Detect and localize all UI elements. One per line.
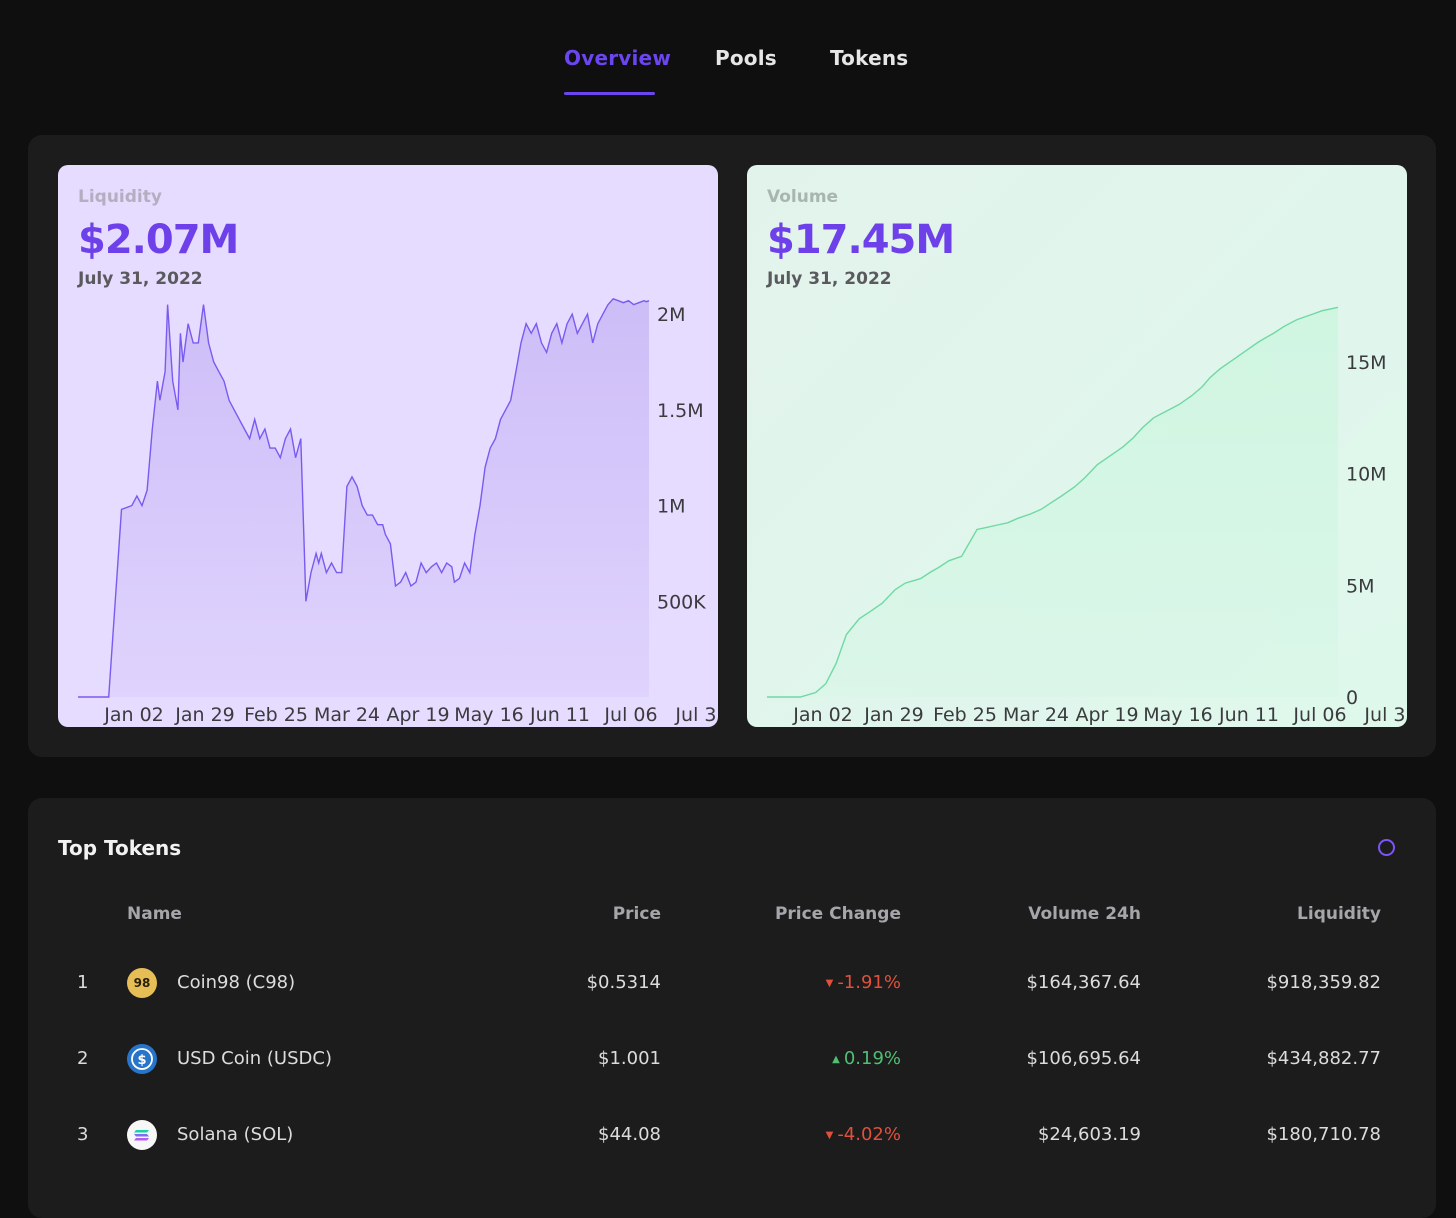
row-rank: 1 <box>77 972 89 993</box>
x-tick-label: Jul 31 <box>674 704 718 726</box>
tab-tokens[interactable]: Tokens <box>830 46 909 70</box>
tab-overview[interactable]: Overview <box>564 46 672 70</box>
x-tick-label: Feb 25 <box>244 704 308 726</box>
series-line <box>767 306 1339 698</box>
y-tick-label: 1.5M <box>657 400 704 422</box>
down-arrow-icon: ▼ <box>825 1130 834 1141</box>
change-value: -1.91% <box>837 972 901 993</box>
token-volume: $24,603.19 <box>1037 1124 1141 1145</box>
token-name[interactable]: USD Coin (USDC) <box>177 1048 332 1069</box>
x-tick-label: May 16 <box>454 704 524 726</box>
volume-card: 0 5M 10M 15M Jan 02 Jan 29 Feb 25 Mar 24 Apr 19 M… <box>747 165 1407 727</box>
x-tick-label: Jul 06 <box>1292 704 1346 726</box>
column-header-price[interactable]: Price <box>612 904 661 924</box>
x-tick-label: Feb 25 <box>933 704 997 726</box>
token-name[interactable]: Solana (SOL) <box>177 1124 294 1145</box>
x-tick-label: Jan 02 <box>103 704 164 726</box>
change-value: 0.19% <box>843 1048 901 1069</box>
top-nav: Overview Pools Tokens <box>0 0 1456 110</box>
token-price: $0.5314 <box>586 972 661 993</box>
x-tick-label: Apr 19 <box>1075 704 1138 726</box>
token-liquidity: $434,882.77 <box>1266 1048 1381 1069</box>
x-tick-label: Jan 29 <box>174 704 235 726</box>
row-rank: 3 <box>77 1124 89 1145</box>
token-price-change: ▲ 0.19% <box>701 1048 901 1069</box>
row-rank: 2 <box>77 1048 89 1069</box>
top-tokens-title: Top Tokens <box>58 836 182 860</box>
active-tab-indicator <box>564 92 655 95</box>
y-tick-label: 0 <box>1346 687 1358 709</box>
token-price: $1.001 <box>598 1048 661 1069</box>
token-price-change: ▼ -4.02% <box>701 1124 901 1145</box>
liquidity-date: July 31, 2022 <box>78 269 203 289</box>
tab-pools[interactable]: Pools <box>715 46 777 70</box>
token-price: $44.08 <box>598 1124 661 1145</box>
up-arrow-icon: ▲ <box>832 1054 840 1065</box>
token-volume: $164,367.64 <box>1026 972 1141 993</box>
usdc-icon: $ <box>127 1044 157 1074</box>
liquidity-chart: 500K 1M 1.5M 2M Jan 02 Jan 29 Feb 25 Mar 24 Apr … <box>78 297 718 726</box>
x-tick-label: Jun 11 <box>1218 704 1279 726</box>
y-tick-label: 5M <box>1346 575 1374 597</box>
volume-label: Volume <box>767 187 839 207</box>
down-arrow-icon: ▼ <box>825 978 834 989</box>
x-tick-label: Jul 06 <box>603 704 657 726</box>
loading-spinner-icon <box>1378 839 1395 856</box>
token-liquidity: $918,359.82 <box>1266 972 1381 993</box>
column-header-name[interactable]: Name <box>127 904 182 924</box>
solana-icon <box>127 1120 157 1150</box>
x-tick-label: Jan 02 <box>792 704 853 726</box>
token-name[interactable]: Coin98 (C98) <box>177 972 296 993</box>
y-tick-label: 15M <box>1346 352 1387 374</box>
coin98-icon: 98 <box>127 968 157 998</box>
x-tick-label: Jul 31 <box>1363 704 1407 726</box>
top-tokens-panel: Top Tokens Name Price Price Change Volum… <box>28 798 1436 1218</box>
x-tick-label: May 16 <box>1143 704 1213 726</box>
liquidity-value: $2.07M <box>78 217 239 263</box>
x-tick-label: Mar 24 <box>314 704 380 726</box>
volume-date: July 31, 2022 <box>767 269 892 289</box>
y-tick-label: 2M <box>657 304 685 326</box>
charts-panel: 500K 1M 1.5M 2M Jan 02 Jan 29 Feb 25 Mar 24 Apr … <box>28 135 1436 757</box>
volume-chart: 0 5M 10M 15M Jan 02 Jan 29 Feb 25 Mar 24 Apr 19 M… <box>767 306 1407 726</box>
x-tick-label: Apr 19 <box>386 704 449 726</box>
column-header-volume-24h[interactable]: Volume 24h <box>1028 904 1141 924</box>
column-header-price-change[interactable]: Price Change <box>774 904 901 924</box>
series-area <box>78 298 649 697</box>
svg-text:$: $ <box>137 1053 146 1068</box>
liquidity-label: Liquidity <box>78 187 162 207</box>
change-value: -4.02% <box>837 1124 901 1145</box>
column-header-liquidity[interactable]: Liquidity <box>1297 904 1381 924</box>
liquidity-card: 500K 1M 1.5M 2M Jan 02 Jan 29 Feb 25 Mar 24 Apr … <box>58 165 718 727</box>
series-line <box>78 297 650 698</box>
token-volume: $106,695.64 <box>1026 1048 1141 1069</box>
y-tick-label: 10M <box>1346 464 1387 486</box>
y-tick-label: 500K <box>657 591 706 613</box>
token-price-change: ▼ -1.91% <box>701 972 901 993</box>
token-liquidity: $180,710.78 <box>1266 1124 1381 1145</box>
y-tick-label: 1M <box>657 496 685 518</box>
x-tick-label: Mar 24 <box>1003 704 1069 726</box>
volume-value: $17.45M <box>767 217 955 263</box>
x-tick-label: Jun 11 <box>529 704 590 726</box>
x-tick-label: Jan 29 <box>863 704 924 726</box>
